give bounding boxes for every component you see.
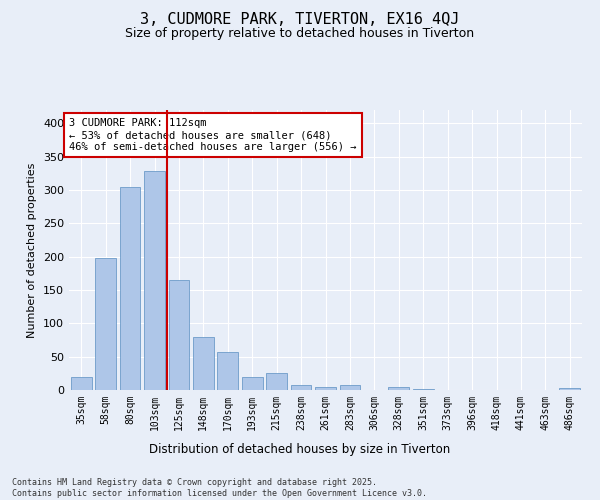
Bar (340, 386, 361, 390)
Bar (217, 352, 238, 390)
Bar (95, 258, 116, 390)
Bar (559, 388, 580, 390)
Bar (242, 378, 263, 390)
Text: Distribution of detached houses by size in Tiverton: Distribution of detached houses by size … (149, 442, 451, 456)
Text: Size of property relative to detached houses in Tiverton: Size of property relative to detached ho… (125, 28, 475, 40)
Text: 3, CUDMORE PARK, TIVERTON, EX16 4QJ: 3, CUDMORE PARK, TIVERTON, EX16 4QJ (140, 12, 460, 28)
Bar (413, 388, 434, 390)
Bar (315, 386, 336, 390)
Bar (266, 374, 287, 390)
Bar (193, 336, 214, 390)
Bar (144, 172, 165, 390)
Bar (388, 386, 409, 390)
Bar (169, 280, 190, 390)
Bar (119, 186, 140, 390)
Bar (71, 376, 92, 390)
Text: Contains HM Land Registry data © Crown copyright and database right 2025.
Contai: Contains HM Land Registry data © Crown c… (12, 478, 427, 498)
Text: 3 CUDMORE PARK: 112sqm
← 53% of detached houses are smaller (648)
46% of semi-de: 3 CUDMORE PARK: 112sqm ← 53% of detached… (69, 118, 356, 152)
Y-axis label: Number of detached properties: Number of detached properties (28, 162, 37, 338)
Bar (290, 386, 311, 390)
